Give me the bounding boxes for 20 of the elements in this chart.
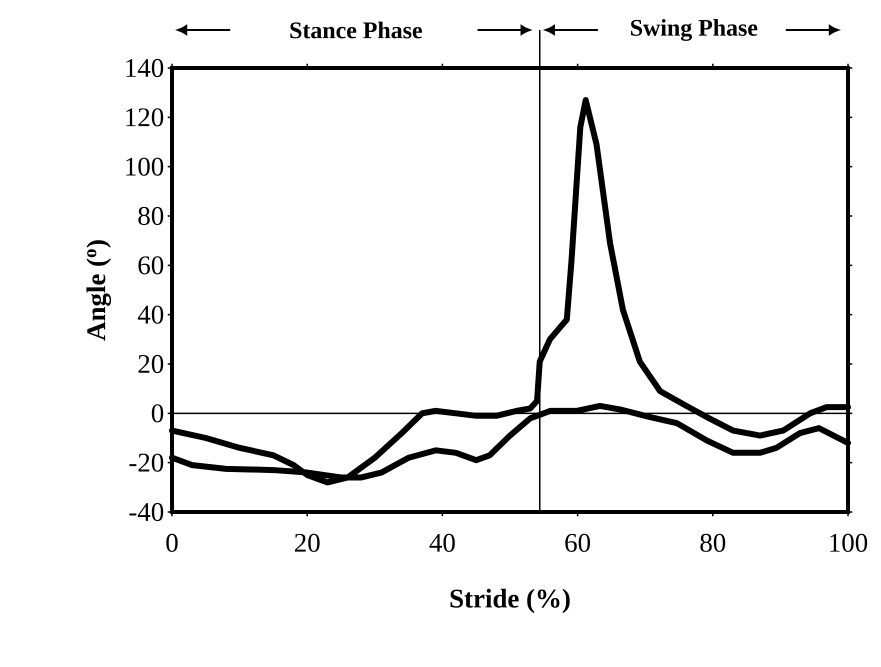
x-tick-label: 60 (565, 534, 590, 552)
y-tick-label: -40 (129, 502, 164, 522)
y-tick-label: 0 (152, 404, 164, 422)
x-tick-label: 0 (166, 534, 178, 552)
y-tick-label: 40 (138, 306, 164, 324)
y-tick-label: 80 (138, 206, 164, 226)
x-tick-label: 20 (294, 534, 320, 552)
x-axis-title: Stride (%) (450, 588, 570, 614)
text: Swing Phase (631, 19, 758, 41)
x-tick-label: 100 (830, 534, 868, 552)
y-tick-label: 140 (126, 58, 164, 78)
x-tick-label: 40 (429, 534, 455, 552)
y-tick-label: 60 (138, 256, 164, 274)
y-axis-title: Angle ($^{o}$) (86, 240, 112, 341)
y-tick-label: -20 (129, 454, 164, 472)
y-tick-label: 120 (126, 108, 164, 126)
y-tick-label: 20 (138, 354, 164, 374)
x-tick-label: 80 (700, 534, 726, 552)
y-tick-label: 100 (126, 158, 164, 176)
text: Stance Phase (290, 22, 422, 38)
